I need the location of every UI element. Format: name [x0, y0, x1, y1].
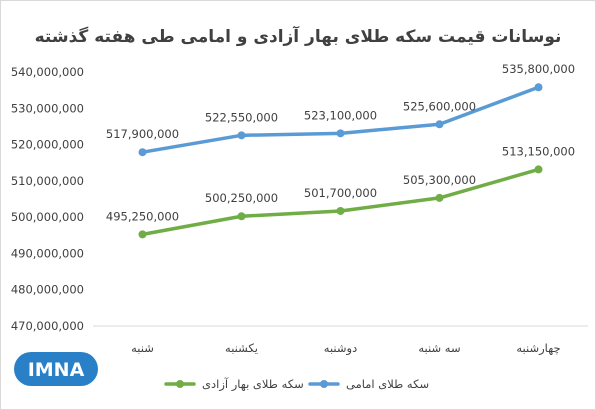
data-label: 523,100,000 — [304, 108, 377, 122]
data-label: 500,250,000 — [205, 191, 278, 205]
data-point — [237, 131, 246, 140]
y-tick-label: 500,000,000 — [11, 210, 84, 224]
y-axis-ticks: 470,000,000 480,000,000 490,000,000 500,000… — [11, 65, 84, 333]
legend-marker — [320, 380, 328, 388]
legend: سکه طلای امامی سکه طلای بهار آزادی — [164, 377, 429, 392]
data-label: 501,700,000 — [304, 186, 377, 200]
logo-badge — [14, 352, 98, 386]
chart-title: نوسانات قیمت سکه طلای بهار آزادی و امامی… — [35, 25, 562, 47]
series-line — [140, 167, 541, 237]
data-point — [336, 129, 345, 138]
data-point — [237, 212, 246, 221]
y-tick-label: 520,000,000 — [11, 138, 84, 152]
data-point — [534, 83, 543, 92]
y-tick-label: 510,000,000 — [11, 174, 84, 188]
data-label: 517,900,000 — [106, 127, 179, 141]
x-tick-label: دوشنبه — [324, 341, 357, 356]
legend-label: سکه طلای بهار آزادی — [202, 377, 304, 392]
data-point — [435, 193, 444, 202]
x-tick-label: سه شنبه — [418, 341, 460, 355]
data-label: 535,800,000 — [502, 62, 575, 76]
x-axis-ticks: شنبه یکشنبه دوشنبه سه شنبه چهارشنبه — [131, 341, 560, 356]
data-label: 495,250,000 — [106, 209, 179, 223]
logo-text: IMNA — [28, 359, 85, 381]
data-point — [336, 206, 345, 215]
legend-label: سکه طلای امامی — [346, 377, 429, 391]
x-tick-label: یکشنبه — [225, 341, 258, 355]
data-label: 513,150,000 — [502, 144, 575, 158]
legend-marker — [176, 380, 184, 388]
data-point — [534, 165, 543, 174]
y-tick-label: 530,000,000 — [11, 101, 84, 115]
imna-logo: IMNA — [14, 352, 98, 386]
y-tick-label: 490,000,000 — [11, 246, 84, 260]
data-point — [138, 148, 147, 157]
series-1: 517,900,000 522,550,000 523,100,000 525,600… — [106, 62, 575, 157]
y-tick-label: 480,000,000 — [11, 283, 84, 297]
series-2: 495,250,000 500,250,000 501,700,000 505,300… — [106, 144, 575, 239]
data-label: 522,550,000 — [205, 110, 278, 124]
series-layer: 517,900,000 522,550,000 523,100,000 525,600… — [106, 62, 575, 239]
data-label: 525,600,000 — [403, 99, 476, 113]
data-point — [435, 120, 444, 129]
data-label: 505,300,000 — [403, 173, 476, 187]
data-point — [138, 230, 147, 239]
y-tick-label: 470,000,000 — [11, 319, 84, 333]
x-tick-label: شنبه — [131, 341, 154, 355]
x-tick-label: چهارشنبه — [516, 341, 560, 356]
y-tick-label: 540,000,000 — [11, 65, 84, 79]
